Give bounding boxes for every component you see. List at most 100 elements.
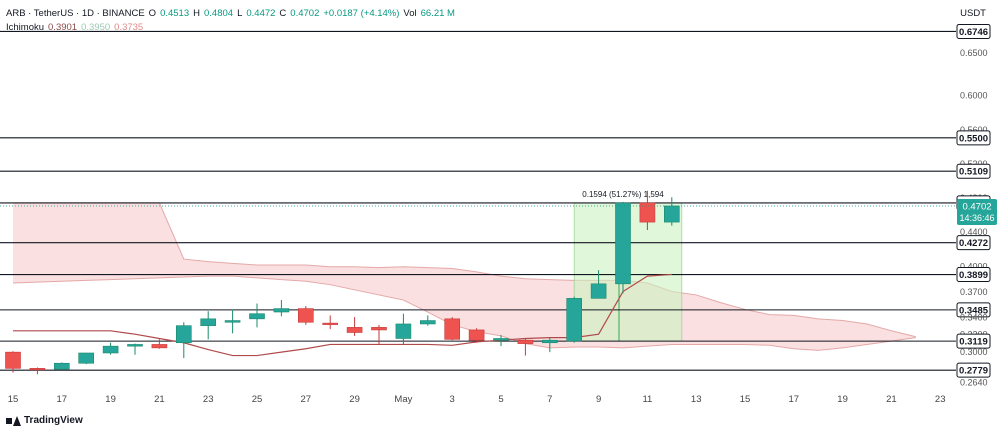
candle-body [444,318,461,340]
countdown-label: 14:36:46 [959,213,994,223]
candle-body [468,329,485,341]
low-value: 0.4472 [246,8,276,19]
x-tick-label: 15 [8,394,19,405]
x-tick-label: 9 [596,394,601,405]
level-price-tag [956,23,991,39]
candle-body [371,327,387,331]
low-label: L [237,8,243,19]
candle-body [200,318,216,326]
level-price-tag-label: 0.3485 [959,305,989,316]
x-tick-label: 21 [154,394,165,405]
candle-body [590,283,607,299]
high-label: H [193,8,200,19]
level-price-tag [956,267,991,283]
x-tick-label: 29 [349,394,360,405]
brand-name: TradingView [24,415,83,426]
y-tick-label: 0.3400 [960,313,988,323]
candle-body [5,351,21,369]
volume-value: 66.21 M [420,8,455,19]
x-tick-label: 15 [740,394,751,405]
ichimoku-label: Ichimoku [6,22,45,33]
x-tick-label: May [394,394,412,405]
x-tick-label: 19 [837,394,848,405]
candle-body [297,308,314,323]
y-tick-label: 0.6000 [960,91,988,101]
tradingview-logo-icon [6,415,21,426]
x-tick-label: 21 [886,394,897,405]
level-price-tag-label: 0.4272 [959,238,988,249]
symbol-label[interactable]: ARB · TetherUS · 1D · BINANCE [6,8,145,19]
ichimoku-cloud [13,202,916,351]
y-tick-label: 0.6500 [960,48,988,58]
level-price-tag [956,302,991,318]
level-price-tag [956,362,991,378]
x-tick-label: 25 [252,394,263,405]
y-tick-label: 0.4400 [960,227,988,237]
candle-body [151,344,168,349]
close-value: 0.4702 [290,8,320,19]
open-label: O [148,8,157,19]
x-tick-label: 5 [498,394,503,405]
ichimoku-conversion-line [13,273,672,357]
last-price-tag [957,198,997,225]
x-tick-label: 13 [691,394,702,405]
x-tick-label: 11 [642,394,652,405]
volume-label: Vol [403,8,417,19]
x-tick-label: 23 [935,394,946,405]
last-price-tag-label: 0.4702 [962,201,991,212]
x-tick-label: 19 [105,394,116,405]
candle-body [322,322,339,325]
candle-body [615,202,631,285]
measure-label: 0.1594 (51.27%) 1,594 [582,190,664,199]
level-price-tag [956,163,991,179]
ichimoku-span-b [12,275,916,351]
candle-body [493,338,509,341]
x-tick-label: 7 [547,394,552,405]
candle-body [419,320,436,325]
candle-body [29,368,46,371]
candle-body [224,320,241,323]
change-value: +0.0187 (+4.14%) [323,8,400,19]
ichimoku-value-2: 0.3950 [81,22,111,33]
y-tick-label: 0.3000 [960,347,988,357]
x-tick-label: 3 [450,394,455,405]
candle-body [249,313,265,320]
y-tick-label: 0.5600 [960,125,988,135]
ichimoku-value-1: 0.3901 [48,22,78,33]
candle-body [517,339,534,344]
x-tick-label: 17 [57,394,68,405]
ichimoku-value-3: 0.3735 [114,22,144,33]
candle-body [346,327,363,333]
level-price-tag-label: 0.5500 [959,133,988,144]
candle-body [273,308,290,313]
candle-body [663,205,680,223]
open-value: 0.4513 [160,8,190,19]
level-price-tag-label: 0.6746 [959,27,988,38]
high-value: 0.4804 [204,8,234,19]
level-price-tag-label: 0.3119 [959,337,988,348]
x-tick-label: 17 [789,394,800,405]
close-label: C [279,8,287,19]
y-tick-label: 0.4000 [960,261,988,271]
candle-body [53,362,70,370]
level-price-tag [956,333,991,349]
ichimoku-span-a [13,202,916,338]
candle-body [395,323,412,339]
candle-body [102,345,119,354]
candle-body [541,339,558,344]
x-tick-label: 27 [301,394,312,405]
y-tick-label: 0.3700 [960,287,988,297]
candle-body [127,344,143,347]
level-price-tag-label: 0.5109 [959,167,988,178]
ichimoku-row[interactable]: Ichimoku 0.3901 0.3950 0.3735 [6,21,455,35]
candle-body [639,202,656,223]
level-price-tag [956,235,991,251]
currency-label[interactable]: USDT [960,8,986,19]
tradingview-brand[interactable]: TradingView [6,415,83,426]
candle-body [566,298,583,342]
level-price-tag [956,130,991,146]
candle-body [176,325,192,344]
